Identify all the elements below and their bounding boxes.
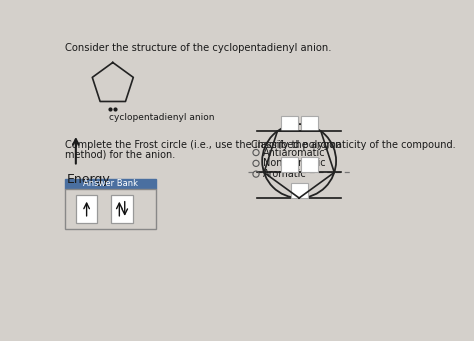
Text: Aromatic: Aromatic	[263, 169, 307, 179]
FancyBboxPatch shape	[76, 195, 97, 223]
Text: Classify the aromaticity of the compound.: Classify the aromaticity of the compound…	[251, 140, 456, 150]
Text: Consider the structure of the cyclopentadienyl anion.: Consider the structure of the cyclopenta…	[65, 43, 331, 53]
FancyBboxPatch shape	[301, 157, 318, 173]
Text: Antiaromatic: Antiaromatic	[263, 148, 326, 158]
FancyBboxPatch shape	[301, 116, 318, 131]
Text: cyclopentadienyl anion: cyclopentadienyl anion	[109, 113, 214, 122]
FancyBboxPatch shape	[65, 179, 156, 189]
Text: method) for the anion.: method) for the anion.	[65, 149, 175, 160]
FancyBboxPatch shape	[111, 195, 133, 223]
FancyBboxPatch shape	[281, 157, 298, 173]
FancyBboxPatch shape	[281, 116, 298, 131]
Text: Energy: Energy	[66, 173, 110, 186]
FancyBboxPatch shape	[291, 182, 308, 198]
Text: Complete the Frost circle (i.e., use the inscribed polygon: Complete the Frost circle (i.e., use the…	[65, 140, 341, 150]
Text: Answer Bank: Answer Bank	[83, 179, 138, 188]
FancyBboxPatch shape	[65, 189, 156, 229]
Text: Nonaromatic: Nonaromatic	[263, 158, 326, 168]
